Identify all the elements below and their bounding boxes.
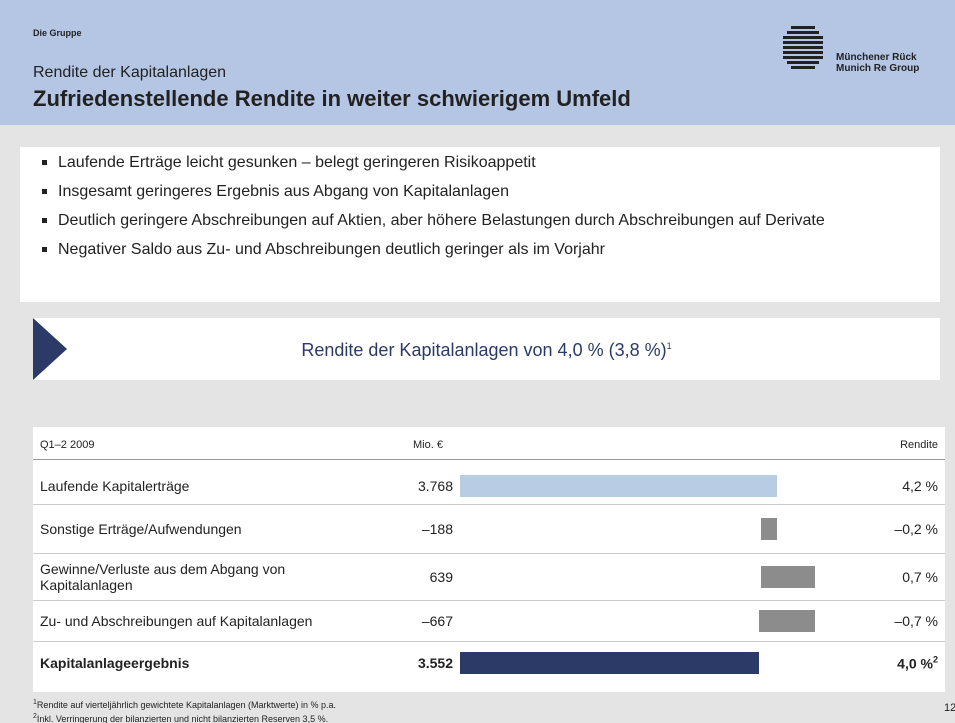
title: Zufriedenstellende Rendite in weiter sch… (33, 86, 631, 111)
table-row: Laufende Kapitalerträge 3.768 4,2 % (33, 467, 945, 505)
row-yield: 0,7 % (902, 569, 938, 585)
bar (460, 652, 759, 674)
bullet: Deutlich geringere Abschreibungen auf Ak… (40, 210, 940, 231)
section: Die Gruppe (33, 28, 82, 38)
callout-arrow (33, 318, 67, 380)
row-value: 3.768 (417, 477, 453, 494)
footnote: 1Rendite auf vierteljährlich gewichtete … (33, 697, 336, 711)
callout: Rendite der Kapitalanlagen von 4,0 % (3,… (33, 318, 940, 380)
rule (33, 459, 945, 460)
footnotes: 1Rendite auf vierteljährlich gewichtete … (33, 697, 336, 723)
row-value: 639 (429, 568, 453, 585)
yield-text: 4,0 % (897, 655, 933, 672)
row-label: Laufende Kapitalerträge (40, 477, 190, 494)
bullet-box: Laufende Erträge leicht gesunken – beleg… (20, 147, 940, 302)
logo-line: Münchener Rück (836, 52, 917, 63)
callout-text: Rendite der Kapitalanlagen von 4,0 % (3,… (33, 340, 940, 361)
bullet: Laufende Erträge leicht gesunken – beleg… (40, 152, 940, 173)
subtitle: Rendite der Kapitalanlagen (33, 64, 227, 81)
period: Q1–2 2009 (40, 439, 95, 451)
row-yield: 4,2 % (902, 478, 938, 494)
row-label: Sonstige Erträge/Aufwendungen (40, 520, 242, 537)
table-row: Gewinne/Verluste aus dem Abgang von Kapi… (33, 553, 945, 601)
bullet: Negativer Saldo aus Zu- und Abschreibung… (40, 239, 940, 260)
logo-mark (783, 26, 823, 69)
unit: Mio. € (413, 439, 443, 451)
footnote-text: Inkl. Verringerung der bilanzierten und … (36, 714, 329, 723)
row-value: 3.552 (417, 655, 453, 671)
logo-line: Munich Re Group (836, 63, 920, 74)
yield-text: –0,2 % (894, 520, 938, 537)
bar (460, 474, 777, 497)
callout-sup: 1 (666, 341, 672, 351)
row-value: –188 (421, 520, 453, 537)
yield-header: Rendite (900, 439, 938, 451)
yield-text: 4,2 % (902, 477, 938, 494)
row-yield: –0,2 % (894, 521, 938, 537)
table-row: Sonstige Erträge/Aufwendungen –188 –0,2 % (33, 504, 945, 554)
table-row: Zu- und Abschreibungen auf Kapitalanlage… (33, 600, 945, 642)
footnote: 2Inkl. Verringerung der bilanzierten und… (33, 711, 336, 723)
bar (761, 565, 815, 588)
row-label: Kapitalanlageergebnis (40, 655, 190, 671)
logo-text: Münchener Rück Munich Re Group (836, 52, 919, 74)
page-number: 12 (944, 702, 955, 714)
footnote-mark: 1 (33, 699, 37, 706)
row-yield: 4,0 %2 (897, 655, 938, 672)
header: Die Gruppe Rendite der Kapitalanlagen Zu… (0, 0, 955, 125)
footnote-text: Rendite auf vierteljährlich gewichtete K… (36, 700, 337, 710)
callout-label: Rendite der Kapitalanlagen von 4,0 % (3,… (301, 340, 667, 360)
row-value: –667 (421, 612, 453, 629)
row-label: Gewinne/Verluste aus dem Abgang von Kapi… (40, 560, 286, 593)
table-row: Kapitalanlageergebnis 3.552 4,0 %2 (33, 641, 945, 685)
yield-text: –0,7 % (894, 612, 938, 629)
row-label: Zu- und Abschreibungen auf Kapitalanlage… (40, 612, 313, 629)
row-yield: –0,7 % (894, 613, 938, 629)
yield-text: 0,7 % (902, 568, 938, 585)
bar (758, 609, 815, 632)
bullet: Insgesamt geringeres Ergebnis aus Abgang… (40, 181, 940, 202)
yield-sup: 2 (932, 654, 938, 665)
table: Q1–2 2009 Mio. € Rendite Laufende Kapita… (33, 427, 945, 692)
footnote-mark: 2 (33, 713, 37, 720)
bar (761, 517, 777, 540)
